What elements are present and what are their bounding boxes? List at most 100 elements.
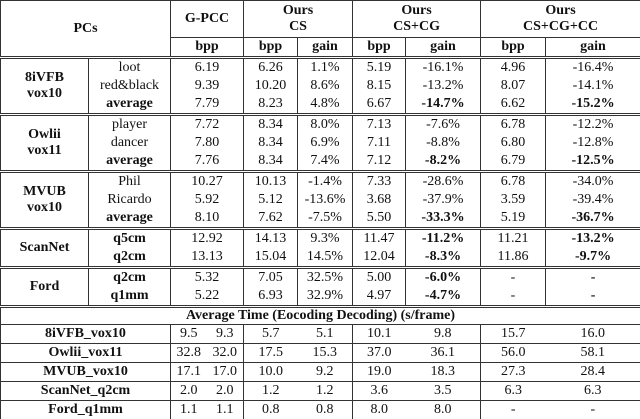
time-row: Owlii_vox11 32.8 32.0 17.5 15.3 37.0 36.1 56.0 5…	[0, 343, 640, 363]
cell: 13.13	[169, 248, 245, 268]
cell: 6.19	[169, 56, 245, 77]
cell: 32.9%	[297, 287, 354, 307]
cell: 4.96	[480, 56, 547, 77]
cell: 15.04	[243, 248, 299, 268]
cell: 6.9%	[297, 134, 354, 152]
cell: 5.19	[352, 56, 407, 77]
data-row: average 8.10 7.62 -7.5% 5.50 -33.3% 5.19 -36.7%	[1, 209, 640, 229]
cell: 32.0	[206, 343, 245, 363]
cell: 6.3	[545, 381, 640, 401]
section-row: Average Time (Eocoding Decoding) (s/fram…	[0, 305, 640, 325]
row-label: q1mm	[88, 287, 171, 307]
cell: -28.6%	[405, 170, 482, 191]
cell: 7.76	[169, 152, 245, 172]
cell: 10.1	[352, 324, 406, 344]
cell: -	[480, 400, 546, 419]
cell: 6.79	[480, 152, 547, 172]
cell: -8.2%	[405, 152, 482, 172]
header-line: CS+CG+CC	[522, 19, 599, 34]
cell: 3.5	[405, 381, 482, 401]
cell: -7.5%	[297, 209, 354, 229]
cell: 7.13	[352, 113, 407, 134]
cell: 0.8	[243, 400, 298, 419]
group-name: ScanNet	[0, 227, 89, 268]
data-row: Ford q2cm 5.32 7.05 32.5% 5.00 -6.0% - -	[0, 266, 640, 307]
cell: 6.93	[243, 287, 299, 307]
group-name-line: 8iVFB	[25, 70, 64, 85]
header-line: CS	[289, 19, 307, 34]
cell: 1.1	[206, 400, 245, 419]
cell: 8.07	[480, 77, 547, 95]
cell: 17.0	[206, 362, 245, 382]
cell: -	[545, 400, 640, 419]
cell: 11.47	[352, 227, 407, 248]
header-line: Ours	[401, 3, 432, 18]
cell: -9.7%	[545, 248, 640, 268]
unit-cell: bpp	[243, 37, 299, 59]
cell: 7.72	[169, 113, 245, 134]
cell: -1.4%	[297, 170, 354, 191]
cell: 5.22	[169, 287, 245, 307]
data-row: ScanNet q5cm 12.92 14.13 9.3% 11.47 -11.2% 11.2…	[0, 227, 640, 268]
cell: 9.39	[169, 77, 245, 95]
row-label: average	[88, 152, 171, 172]
header-line: Ours	[545, 3, 576, 18]
cell: -33.3%	[405, 209, 482, 229]
header-cell: G-PCC	[169, 0, 245, 38]
cell: -8.8%	[405, 134, 482, 152]
cell: 7.11	[352, 134, 407, 152]
data-row: dancer 7.80 8.34 6.9% 7.11 -8.8% 6.80 -12.8%	[1, 134, 640, 152]
data-row: q1mm 5.22 6.93 32.9% 4.97 -4.7% - -	[1, 287, 640, 307]
cell: 2.0	[170, 381, 207, 401]
time-row: 8iVFB_vox10 9.5 9.3 5.7 5.1 10.1 9.8 15.7 16.0	[0, 324, 640, 344]
cell: 5.19	[480, 209, 547, 229]
cell: 6.3	[480, 381, 546, 401]
cell: 8.23	[243, 95, 299, 115]
cell: 6.78	[480, 170, 547, 191]
cell: -13.2%	[545, 227, 640, 248]
cell: 7.33	[352, 170, 407, 191]
cell: -6.0%	[405, 266, 482, 287]
row-label: q2cm	[88, 266, 171, 287]
row-label: Phil	[88, 170, 171, 191]
cell: -37.9%	[405, 191, 482, 209]
cell: 9.5	[170, 324, 207, 344]
row-label: red&black	[88, 77, 171, 95]
cell: -15.2%	[545, 95, 640, 115]
cell: 14.13	[243, 227, 299, 248]
row-label: average	[88, 95, 171, 115]
group-name: Ford	[0, 266, 89, 307]
group-name-line: vox10	[27, 86, 62, 101]
cell: 37.0	[352, 343, 406, 363]
data-row: MVUB vox10 Phil 10.27 10.13 -1.4% 7.33 -28.6% 6.…	[0, 170, 640, 229]
section-title: Average Time (Eocoding Decoding) (s/fram…	[0, 305, 640, 325]
cell: 1.1	[170, 400, 207, 419]
data-row: Ricardo 5.92 5.12 -13.6% 3.68 -37.9% 3.59 -39.4…	[1, 191, 640, 209]
cell: 12.04	[352, 248, 407, 268]
cell: -39.4%	[545, 191, 640, 209]
cell: 3.59	[480, 191, 547, 209]
cell: -34.0%	[545, 170, 640, 191]
cell: 2.0	[206, 381, 245, 401]
cell: 1.2	[297, 381, 354, 401]
cell: 8.6%	[297, 77, 354, 95]
cell: 5.1	[297, 324, 354, 344]
row-label: 8iVFB_vox10	[0, 324, 171, 344]
data-row: Owlii vox11 player 7.72 8.34 8.0% 7.13 -7.6% 6.7…	[0, 113, 640, 172]
unit-cell: bpp	[480, 37, 547, 59]
data-row: average 7.76 8.34 7.4% 7.12 -8.2% 6.79 -12.5%	[1, 152, 640, 172]
cell: 10.0	[243, 362, 298, 382]
unit-cell: bpp	[169, 37, 245, 59]
cell: 7.80	[169, 134, 245, 152]
row-label: average	[88, 209, 171, 229]
cell: 6.62	[480, 95, 547, 115]
data-row: average 7.79 8.23 4.8% 6.67 -14.7% 6.62 -15.2%	[1, 95, 640, 115]
cell: 1.2	[243, 381, 298, 401]
cell: 10.20	[243, 77, 299, 95]
cell: 18.3	[405, 362, 482, 382]
unit-cell: gain	[405, 37, 482, 59]
header-row: PCs G-PCC Ours CS Ours CS+CG Ours CS+CG+CC	[0, 0, 640, 58]
cell: 5.7	[243, 324, 298, 344]
cell: 11.86	[480, 248, 547, 268]
cell: -	[480, 266, 547, 287]
